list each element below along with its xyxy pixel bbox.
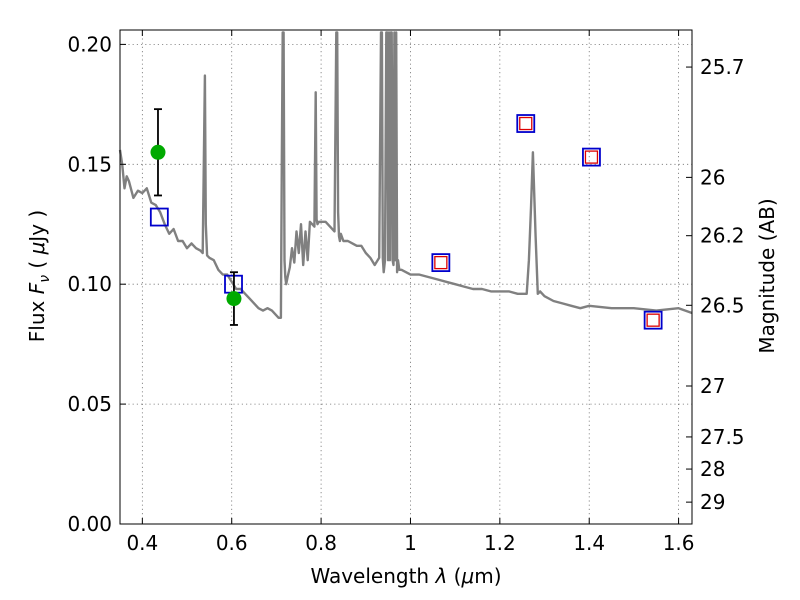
model-flux-box [643, 310, 663, 330]
upper-limit-box [434, 255, 448, 270]
plot-frame [119, 29, 693, 525]
ticks-layer: 0.4 0.6 0.8 1 1.2 1.4 1.6 0.00 0.05 0.10 0.15 0.20 2… [67, 30, 745, 555]
x-tick-label: 0.8 [305, 531, 337, 555]
x-tick-label: 1.2 [484, 531, 516, 555]
y-tick-label: 0.05 [67, 392, 112, 416]
observed-flux-point [150, 144, 166, 160]
x-tick-label: 1.4 [573, 531, 605, 555]
points-layer [149, 108, 663, 330]
mag-tick-label: 26.2 [700, 224, 745, 248]
y-tick-label: 0.15 [67, 152, 112, 176]
upper-limit-box [519, 116, 533, 131]
mag-tick-label: 26.5 [700, 293, 745, 317]
x-tick-label: 0.6 [216, 531, 248, 555]
mag-tick-label: 27.5 [700, 425, 745, 449]
y-tick-label: 0.10 [67, 272, 112, 296]
y-axis-label: Flux Fν ( μJy ) [25, 210, 53, 342]
model-flux-box [516, 114, 536, 133]
y-tick-label: 0.20 [67, 32, 112, 56]
series-layer [118, 31, 693, 319]
mag-tick-label: 28 [700, 457, 725, 481]
observed-flux-point [226, 291, 242, 307]
model-flux-box [582, 147, 601, 167]
x-tick-label: 1 [404, 531, 417, 555]
model-flux-box [431, 253, 451, 273]
mag-tick-label: 29 [700, 490, 725, 514]
mag-tick-label: 26 [700, 165, 725, 189]
x-axis-label: Wavelength λ (μm) [310, 564, 501, 588]
mag-tick-label: 25.7 [700, 55, 745, 79]
x-tick-label: 1.6 [663, 531, 695, 555]
y-tick-label: 0.00 [67, 512, 112, 536]
y-axis-right-label: Magnitude (AB) [755, 198, 779, 353]
upper-limit-box [584, 150, 599, 164]
upper-limit-box [646, 313, 660, 327]
sed-line [118, 31, 693, 319]
mag-tick-label: 27 [700, 374, 725, 398]
x-tick-label: 0.4 [126, 531, 158, 555]
model-flux-box [149, 207, 169, 227]
